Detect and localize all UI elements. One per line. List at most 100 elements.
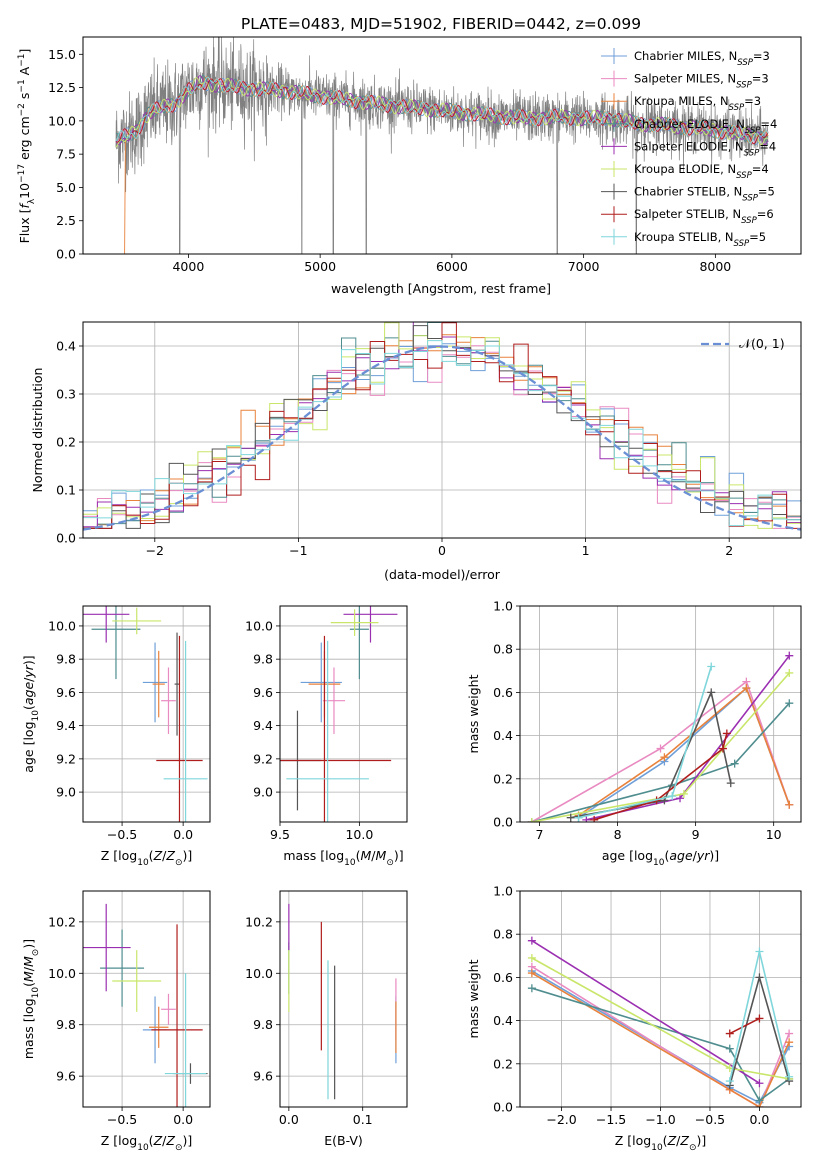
label-part: )] — [696, 1133, 706, 1148]
x-tick-label: 0.1 — [353, 1112, 373, 1127]
mass-weight-series-line — [531, 940, 760, 1084]
y-axis-label: mass weight — [466, 674, 481, 753]
mass-weight-marker — [660, 753, 669, 762]
label-part: ] — [17, 49, 32, 54]
plot-area — [83, 322, 801, 531]
figure-title: PLATE=0483, MJD=51902, FIBERID=0442, z=0… — [241, 15, 641, 33]
y-axis-label: age [log10(age/yr)] — [21, 655, 41, 772]
x-tick-label: 7 — [536, 827, 544, 842]
mass-weight-marker — [785, 1038, 794, 1047]
x-axis-label: (data-model)/error — [384, 567, 501, 582]
x-tick-label: −2 — [146, 543, 164, 558]
y-tick-label: 0.2 — [493, 771, 513, 786]
y-tick-label: 9.8 — [56, 652, 76, 667]
mass-weight-marker — [785, 1072, 794, 1081]
label-part: )] — [394, 848, 404, 863]
model-spectrum-line — [115, 76, 769, 144]
x-tick-label: 4000 — [172, 259, 204, 274]
mass-weight-marker — [725, 1044, 734, 1053]
y-tick-label: 9.4 — [253, 718, 273, 733]
legend-text: Kroupa MILES, N — [634, 94, 729, 108]
y-tick-label: 0.0 — [56, 531, 76, 546]
x-tick-label: 9 — [692, 827, 700, 842]
y-tick-label: 0.4 — [493, 1013, 513, 1028]
legend-subscript: SSP — [742, 194, 758, 204]
legend-subscript: SSP — [737, 58, 753, 68]
label-part: age [log — [21, 721, 36, 772]
label-part: 10 — [651, 1143, 663, 1153]
label-part: Z — [153, 1133, 163, 1148]
y-tick-label: 5.0 — [56, 180, 76, 195]
label-part: age [log — [602, 848, 653, 863]
label-part: 10 — [31, 710, 41, 722]
y-axis-label: mass weight — [466, 959, 481, 1038]
y-tick-label: 9.6 — [56, 1069, 76, 1084]
label-part: )] — [21, 939, 36, 949]
legend-label: Chabrier ELODIE, NSSP=4 — [634, 117, 777, 136]
label-part: ( — [149, 1133, 154, 1148]
mass-weight-marker — [527, 984, 536, 993]
label-part: 10 — [137, 858, 149, 868]
y-tick-label: 0.8 — [493, 927, 513, 942]
mass-weight-marker — [755, 1079, 764, 1088]
y-tick-label: 9.6 — [56, 685, 76, 700]
label-part: s — [17, 93, 32, 104]
label-part: ( — [21, 982, 36, 987]
mass-weight-marker — [527, 969, 536, 978]
label-part: Z — [667, 1133, 677, 1148]
model-spectrum-line — [115, 78, 769, 145]
label-part: M — [376, 848, 387, 863]
label-part: ( — [149, 848, 154, 863]
legend-text: =4 — [760, 117, 777, 131]
label-part: mass [log — [283, 848, 344, 863]
age-vs-metallicity-panel: −0.5 0.09.09.29.49.69.810.0Z [log10(Z/Z⊙)… — [21, 605, 211, 868]
label-part: −2 — [17, 103, 27, 116]
x-axis-label: age [log10(age/yr)] — [602, 848, 719, 868]
legend-label: Chabrier STELIB, NSSP=5 — [634, 185, 775, 204]
label-part: M — [21, 956, 36, 967]
legend-subscript: SSP — [736, 81, 752, 91]
mass-weight-marker — [582, 815, 591, 822]
mass-weight-marker — [785, 651, 794, 660]
legend-subscript: SSP — [729, 103, 745, 113]
legend-text: Kroupa ELODIE, N — [634, 162, 736, 176]
legend-text: =3 — [744, 94, 761, 108]
y-tick-label: 0.6 — [493, 970, 513, 985]
plot-area — [83, 903, 208, 1107]
y-tick-label: 10.0 — [245, 618, 273, 633]
label-part: ( — [21, 705, 36, 710]
gaussian-reference-curve — [83, 345, 801, 531]
legend-text: =3 — [752, 72, 769, 86]
y-tick-label: 10.2 — [48, 914, 76, 929]
axes-frame — [279, 890, 408, 1108]
label-part: yr — [696, 848, 710, 863]
x-tick-label: 0.0 — [749, 1112, 769, 1127]
label-part: Z [log — [101, 848, 137, 863]
label-part: 10 — [653, 858, 665, 868]
axes-frame — [82, 36, 802, 255]
y-axis-label: Normed distribution — [30, 368, 45, 493]
y-tick-label: 0.4 — [493, 728, 513, 743]
y-tick-label: 9.8 — [253, 1017, 273, 1032]
mass-weight-series-line — [531, 972, 790, 1107]
legend-label: Salpeter STELIB, NSSP=6 — [634, 207, 774, 226]
label-part: Z [log — [615, 1133, 651, 1148]
label-part: ⊙ — [689, 1143, 697, 1153]
mass-weight-series-line — [531, 702, 790, 822]
mass-weight-marker — [527, 936, 536, 945]
mass-weight-marker — [676, 794, 685, 803]
label-part: / — [162, 848, 167, 863]
x-tick-label: 2 — [725, 543, 733, 558]
mass-weight-vs-metallicity-panel: −2.0 −1.5 −1.0 −0.5 0.0 0.0 0.2 0.4 0.6 0.8 1.0 Z [… — [466, 884, 802, 1153]
label-part: )] — [182, 848, 192, 863]
y-tick-label: 0.0 — [56, 247, 76, 262]
y-tick-label: 0.6 — [493, 685, 513, 700]
legend-text: =3 — [753, 49, 770, 63]
mass-vs-metallicity-panel: −0.5 0.09.69.810.010.2Z [log10(Z/Z⊙)]mass… — [21, 890, 211, 1153]
label-part: mass [log — [21, 998, 36, 1059]
axes-frame — [82, 890, 211, 1108]
y-axis-label: Flux [fλ10−17 erg cm−2 s−1 A−1] — [17, 49, 37, 244]
legend-text: Salpeter MILES, N — [634, 72, 736, 86]
